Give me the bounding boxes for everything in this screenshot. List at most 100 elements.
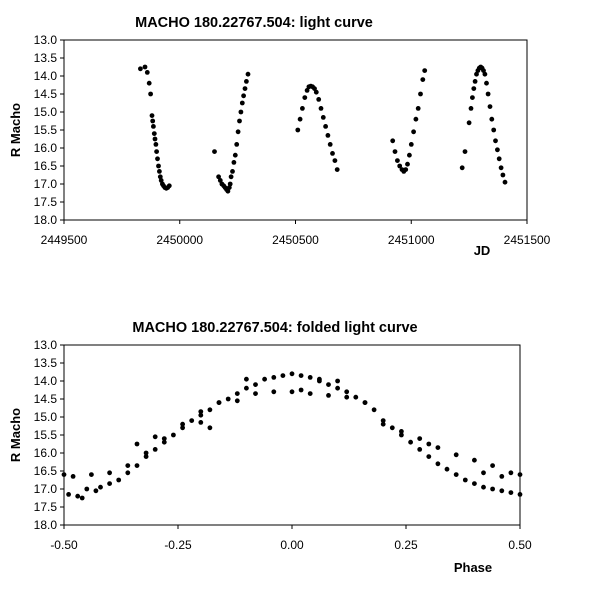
data-point	[435, 445, 441, 450]
data-point	[289, 371, 295, 377]
data-point	[422, 68, 428, 73]
data-point	[148, 91, 154, 97]
data-point	[245, 71, 251, 77]
data-point	[142, 64, 148, 70]
data-points	[61, 371, 523, 501]
data-point	[380, 421, 386, 427]
data-point	[157, 169, 162, 174]
data-point	[502, 179, 508, 185]
data-point	[335, 378, 340, 384]
data-point	[231, 160, 237, 165]
data-point	[143, 450, 149, 456]
data-point	[390, 138, 396, 144]
data-point	[253, 382, 258, 387]
data-point	[180, 425, 186, 431]
data-point	[152, 136, 158, 142]
data-point	[408, 439, 413, 445]
data-point	[459, 165, 465, 171]
data-point	[225, 396, 231, 402]
data-point	[326, 393, 331, 398]
data-point	[330, 151, 335, 156]
data-point	[239, 100, 245, 106]
data-point	[241, 93, 247, 99]
data-point	[466, 120, 472, 126]
x-tick-label: 2450000	[156, 233, 203, 247]
y-tick-label: 18.0	[34, 213, 58, 227]
y-tick-label: 16.5	[34, 159, 58, 173]
data-point	[318, 106, 324, 111]
data-point	[344, 389, 350, 395]
x-tick-label: -0.25	[164, 538, 192, 552]
chart-title: MACHO 180.22767.504: folded light curve	[132, 320, 417, 336]
y-tick-label: 14.0	[34, 69, 58, 83]
data-point	[156, 163, 161, 169]
x-tick-label: 0.00	[280, 538, 304, 552]
data-point	[362, 400, 368, 405]
data-point	[403, 167, 409, 173]
data-point	[189, 418, 195, 423]
data-point	[353, 394, 359, 400]
data-point	[389, 425, 395, 431]
data-point	[226, 185, 232, 191]
x-tick-label: 0.50	[508, 538, 532, 552]
data-point	[302, 95, 308, 100]
data-point	[227, 181, 233, 187]
data-point	[146, 80, 152, 86]
data-point	[161, 439, 167, 445]
data-point	[495, 147, 500, 153]
data-point	[143, 454, 149, 459]
data-point	[517, 472, 523, 477]
data-point	[470, 95, 475, 100]
data-point	[498, 165, 504, 171]
y-tick-label: 13.0	[34, 338, 58, 352]
data-point	[234, 142, 240, 147]
y-tick-label: 13.5	[34, 51, 58, 65]
data-point	[489, 116, 495, 122]
y-axis-label: R Macho	[8, 408, 23, 462]
x-tick-label: 2451500	[504, 233, 551, 247]
data-point	[453, 452, 459, 458]
data-point	[295, 127, 301, 133]
data-point	[271, 389, 277, 395]
data-point	[198, 409, 204, 414]
data-point	[496, 156, 502, 162]
data-point	[207, 407, 213, 413]
data-point	[395, 158, 400, 164]
data-point	[334, 167, 340, 173]
data-point	[107, 470, 112, 476]
x-axis-label: JD	[474, 243, 491, 258]
data-point	[405, 161, 410, 167]
data-point	[312, 86, 317, 91]
data-point	[216, 174, 222, 180]
data-point	[420, 77, 426, 82]
data-point	[89, 472, 94, 477]
data-point	[491, 127, 497, 133]
data-point	[152, 447, 158, 452]
data-point	[297, 116, 303, 122]
folded-light-curve-chart: MACHO 180.22767.504: folded light curve …	[8, 320, 532, 575]
data-point	[500, 172, 506, 178]
data-point	[320, 115, 326, 120]
data-point	[198, 420, 204, 425]
data-point	[490, 486, 495, 492]
data-point	[317, 376, 322, 382]
data-point	[84, 486, 90, 492]
data-point	[180, 421, 186, 427]
data-point	[487, 104, 493, 109]
data-point	[499, 474, 505, 479]
y-tick-label: 13.5	[34, 356, 58, 370]
data-point	[98, 484, 103, 490]
data-point	[323, 124, 328, 129]
data-point	[411, 129, 416, 135]
data-point	[327, 142, 333, 147]
y-tick-label: 15.5	[34, 428, 58, 442]
data-point	[161, 436, 167, 441]
y-tick-label: 14.5	[34, 392, 58, 406]
data-point	[417, 436, 423, 441]
data-point	[158, 178, 164, 183]
y-tick-label: 15.5	[34, 123, 58, 137]
data-point	[225, 188, 231, 194]
y-tick-label: 14.0	[34, 374, 58, 388]
y-tick-label: 13.0	[34, 33, 58, 47]
x-tick-label: -0.50	[50, 538, 78, 552]
